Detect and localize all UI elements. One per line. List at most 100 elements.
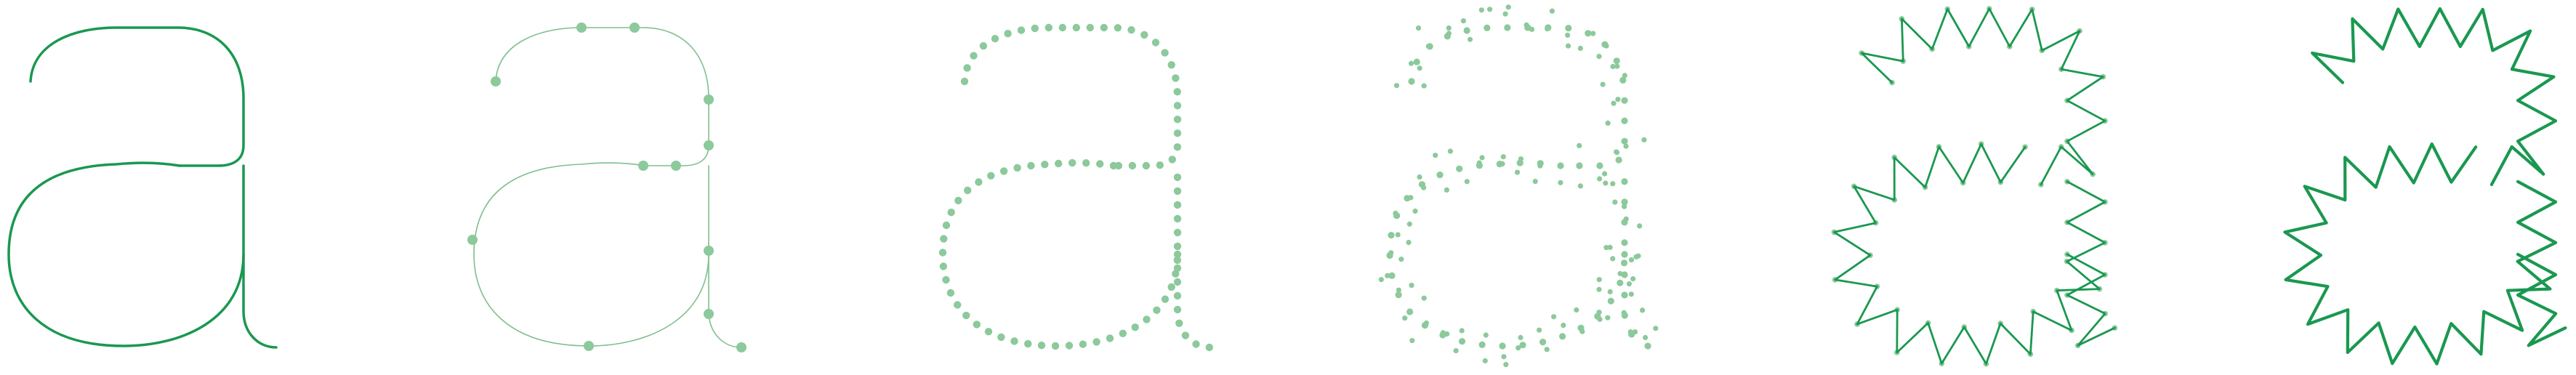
jitter-point — [1614, 63, 1620, 69]
jitter-point — [1565, 32, 1571, 39]
sample-point — [997, 333, 1005, 342]
sample-point — [1585, 30, 1592, 37]
jitter-point — [1417, 174, 1422, 180]
sample-point — [1173, 278, 1182, 286]
sample-point — [1463, 27, 1470, 34]
anchor-point — [576, 23, 587, 33]
sample-point — [1613, 57, 1620, 65]
sample-point — [987, 172, 995, 180]
jitter-point — [1408, 60, 1414, 66]
sample-point — [1167, 61, 1175, 69]
jitter-point — [1607, 244, 1613, 250]
sample-point — [1615, 156, 1622, 164]
sample-point — [1173, 143, 1182, 151]
sample-point — [1167, 283, 1175, 291]
jitter-point — [1623, 143, 1629, 149]
sample-point — [1161, 295, 1170, 303]
panel-glyph-control-points — [467, 23, 746, 352]
jitter-point — [1577, 45, 1583, 52]
jitter-point — [1378, 277, 1384, 283]
jitter-point — [1597, 176, 1603, 182]
sample-point — [1620, 259, 1628, 267]
jitter-point — [1565, 43, 1571, 49]
sample-point — [1065, 342, 1074, 350]
jitter-point — [1433, 153, 1438, 158]
sample-point — [1172, 74, 1180, 82]
sample-point — [1173, 88, 1181, 96]
sample-point — [1140, 31, 1148, 39]
sample-point — [1621, 198, 1628, 206]
jitter-point — [1558, 180, 1563, 185]
jitter-point — [1417, 65, 1422, 71]
anchor-point — [629, 23, 640, 33]
sample-point — [1096, 160, 1104, 168]
sample-point — [938, 249, 947, 257]
jitter-point — [1614, 149, 1619, 155]
jitter-point — [1544, 347, 1550, 352]
panel-glyph-zigzag-with-points — [1831, 6, 2118, 367]
sample-point — [1621, 312, 1628, 319]
anchor-point — [704, 140, 714, 150]
jitter-point — [1415, 25, 1422, 31]
sample-point — [1617, 279, 1624, 286]
sample-point — [1100, 23, 1108, 32]
jitter-point — [1545, 26, 1550, 32]
jitter-point — [1421, 83, 1427, 89]
sample-point — [1092, 338, 1100, 346]
sample-point — [946, 289, 955, 297]
jitter-point — [1421, 185, 1427, 190]
anchor-point — [467, 235, 478, 245]
sample-point — [1408, 78, 1415, 85]
jitter-point — [1406, 221, 1412, 227]
jitter-point — [1532, 179, 1538, 185]
sample-point — [1151, 39, 1160, 47]
sample-point — [1621, 137, 1628, 145]
jitter-point — [1596, 54, 1602, 60]
sample-point — [1173, 228, 1182, 237]
jitter-point — [1453, 348, 1459, 354]
jitter-point — [1516, 345, 1521, 351]
sample-point — [1128, 161, 1137, 170]
sample-point — [1192, 340, 1200, 348]
jitter-point — [1467, 36, 1473, 42]
sample-point — [1119, 329, 1127, 337]
sample-point — [942, 275, 950, 284]
sample-point — [1395, 291, 1402, 299]
sample-point — [1013, 164, 1021, 172]
jitter-point — [1610, 256, 1616, 262]
sample-point — [1596, 162, 1603, 169]
sample-point — [1114, 161, 1123, 170]
sample-point — [1458, 338, 1466, 345]
jitter-point — [1501, 354, 1507, 360]
jitter-point — [1596, 286, 1602, 292]
jitter-point — [1393, 83, 1400, 89]
sample-point — [962, 311, 970, 320]
sample-point — [1173, 250, 1182, 259]
sample-point — [1173, 102, 1182, 110]
zigzag-stroke — [2283, 142, 2558, 366]
outline-stroke — [29, 26, 245, 167]
sample-point — [1010, 337, 1018, 345]
jitter-point — [1460, 18, 1466, 24]
jitter-point — [1577, 183, 1583, 189]
sample-point — [1041, 161, 1049, 169]
jitter-point — [1421, 295, 1427, 301]
jitter-point — [1626, 281, 1632, 287]
sample-point — [991, 35, 999, 43]
sample-point — [1173, 201, 1182, 209]
sample-point — [1017, 26, 1026, 34]
sample-point — [1181, 331, 1190, 339]
jitter-point — [1605, 315, 1611, 320]
jitter-point — [1610, 63, 1616, 70]
sample-point — [1619, 76, 1627, 84]
jitter-point — [1610, 181, 1616, 187]
jitter-point — [1623, 216, 1629, 222]
sample-point — [984, 328, 993, 336]
sample-point — [1173, 242, 1182, 251]
jitter-point — [1408, 195, 1414, 201]
jitter-point — [1641, 137, 1647, 142]
jitter-point — [1518, 156, 1524, 162]
sample-point — [940, 235, 948, 243]
jitter-point — [1478, 7, 1484, 13]
